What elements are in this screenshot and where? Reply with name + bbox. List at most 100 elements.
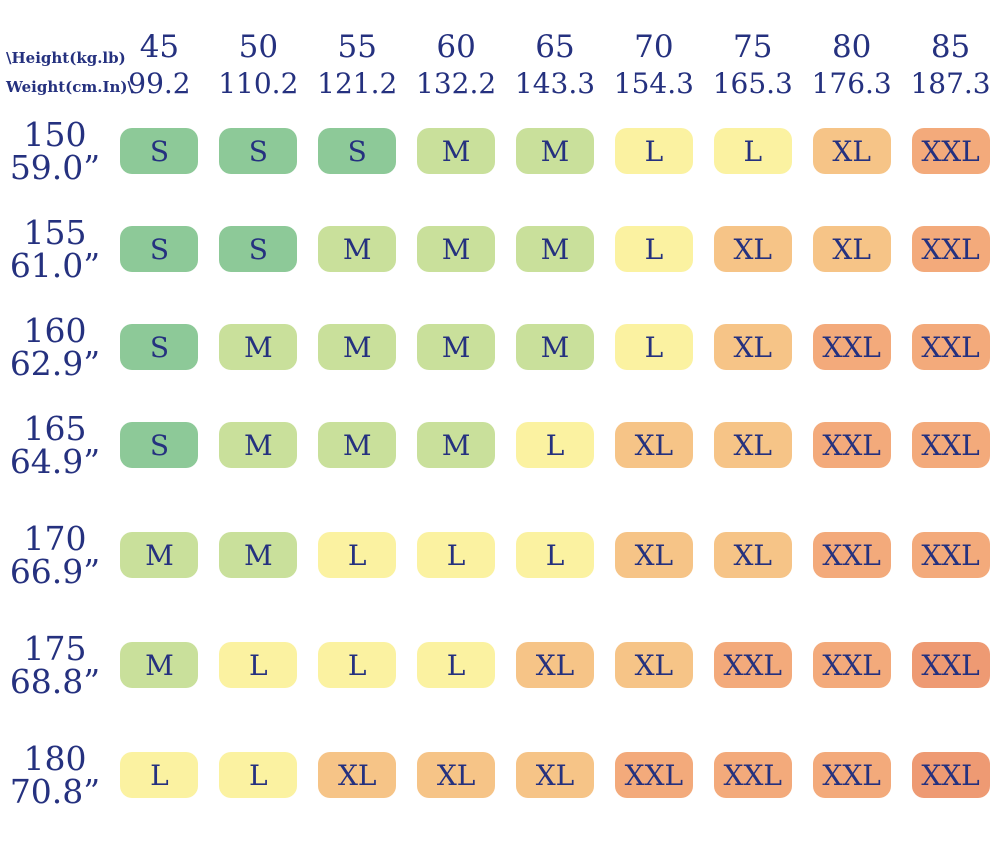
column-header: 50 110.2 [209, 29, 308, 102]
row-label: 165 64.9” [0, 412, 110, 478]
size-cell: XL [515, 642, 594, 689]
height-inch-value: 66.9” [9, 552, 101, 592]
weight-lb-value: 132.2 [416, 66, 497, 100]
row-label: 155 61.0” [0, 216, 110, 282]
weight-kg-value: 70 [634, 29, 674, 65]
size-cell: XXL [713, 752, 792, 799]
height-cm-value: 150 [23, 115, 87, 155]
table-row: 160 62.9” S M M M M L XL XXL XXL [0, 314, 1000, 380]
weight-lb-value: 154.3 [613, 66, 694, 100]
size-cell: L [614, 324, 693, 371]
size-cell: M [219, 324, 298, 371]
table-row: 175 68.8” M L L L XL XL XXL XXL XXL [0, 632, 1000, 698]
size-cell: M [417, 128, 496, 175]
weight-lb-value: 143.3 [514, 66, 596, 100]
size-cell: M [120, 642, 199, 689]
row-label: 160 62.9” [0, 314, 110, 380]
height-cm-value: 160 [23, 311, 87, 351]
height-cm-value: 155 [23, 213, 87, 253]
height-inch-value: 61.0” [9, 246, 101, 286]
weight-lb-value: 176.3 [811, 66, 892, 100]
table-row: 165 64.9” S M M M L XL XL XXL XXL [0, 412, 1000, 478]
row-label: 170 66.9” [0, 522, 110, 588]
size-cell: L [515, 422, 594, 469]
column-header: 55 121.2 [308, 29, 407, 102]
size-cell: XL [318, 752, 397, 799]
size-cell: L [713, 128, 792, 175]
weight-lb-value: 110.2 [218, 66, 299, 100]
size-cell: M [318, 422, 397, 469]
row-label: 175 68.8” [0, 632, 110, 698]
size-cell: L [515, 532, 594, 579]
size-cell: L [614, 128, 693, 175]
column-header: 45 99.2 [110, 29, 209, 102]
column-header: 85 187.3 [901, 29, 1000, 102]
weight-lb-value: 165.3 [712, 66, 793, 100]
size-cell: XXL [812, 642, 891, 689]
size-cell: XXL [812, 752, 891, 799]
size-cell: S [219, 128, 298, 175]
size-cell: XXL [911, 128, 990, 175]
size-cell: L [219, 642, 298, 689]
size-cell: L [219, 752, 298, 799]
size-cell: XL [713, 422, 792, 469]
size-cell: M [515, 226, 594, 273]
weight-kg-value: 75 [733, 29, 773, 65]
column-header: 60 132.2 [407, 29, 506, 102]
size-chart: \Height(kg.lb) Weight(cm.In)\ 45 99.2 50 11… [0, 29, 1000, 808]
size-cell: M [219, 532, 298, 579]
size-cell: XL [713, 226, 792, 273]
size-cell: XL [614, 422, 693, 469]
weight-kg-value: 80 [831, 29, 872, 65]
column-header: 65 143.3 [506, 29, 605, 102]
weight-kg-value: 45 [139, 29, 180, 65]
size-chart-body: 150 59.0” S S S M M L L XL XXL 155 61.0” S S M M M L XL XL XX… [0, 118, 1000, 808]
size-cell: M [219, 422, 298, 469]
size-cell: S [120, 422, 199, 469]
row-label: 180 70.8” [0, 742, 110, 808]
axis-legend-height: \Height(kg.lb) [6, 49, 126, 67]
size-cell: M [417, 324, 496, 371]
size-cell: XXL [614, 752, 693, 799]
size-cell: XXL [812, 422, 891, 469]
size-cell: XXL [911, 226, 990, 273]
column-header: 70 154.3 [604, 29, 703, 102]
height-inch-value: 70.8” [9, 772, 101, 812]
height-cm-value: 175 [23, 629, 87, 669]
weight-kg-value: 50 [238, 29, 279, 65]
size-cell: XXL [911, 752, 990, 799]
size-cell: XXL [812, 324, 891, 371]
weight-kg-value: 85 [930, 29, 971, 65]
weight-lb-value: 187.3 [910, 66, 991, 100]
height-inch-value: 64.9” [9, 442, 101, 482]
height-cm-value: 165 [23, 409, 87, 449]
header-row: \Height(kg.lb) Weight(cm.In)\ 45 99.2 50 11… [0, 29, 1000, 102]
height-cm-value: 170 [23, 519, 87, 559]
size-cell: L [318, 532, 397, 579]
axis-legend-weight: Weight(cm.In)\ [6, 77, 134, 96]
column-header: 75 165.3 [703, 29, 802, 102]
weight-kg-value: 60 [436, 29, 476, 65]
size-cell: XL [417, 752, 496, 799]
size-cell: M [417, 422, 496, 469]
height-inch-value: 59.0” [9, 148, 101, 188]
size-cell: M [515, 128, 594, 175]
table-row: 155 61.0” S S M M M L XL XL XXL [0, 216, 1000, 282]
table-row: 150 59.0” S S S M M L L XL XXL [0, 118, 1000, 184]
row-label: 150 59.0” [0, 118, 110, 184]
weight-lb-value: 121.2 [317, 66, 398, 100]
size-cell: L [417, 642, 496, 689]
size-cell: M [417, 226, 496, 273]
axis-legend: \Height(kg.lb) Weight(cm.In)\ [0, 30, 134, 101]
height-cm-value: 180 [23, 739, 87, 779]
size-cell: S [120, 128, 199, 175]
size-cell: XXL [812, 532, 891, 579]
height-inch-value: 68.8” [9, 662, 101, 702]
size-cell: M [318, 226, 397, 273]
size-cell: XL [713, 532, 792, 579]
size-cell: XXL [911, 642, 990, 689]
size-cell: XL [614, 642, 693, 689]
size-cell: L [318, 642, 397, 689]
size-cell: XXL [713, 642, 792, 689]
column-header: 80 176.3 [802, 29, 901, 102]
